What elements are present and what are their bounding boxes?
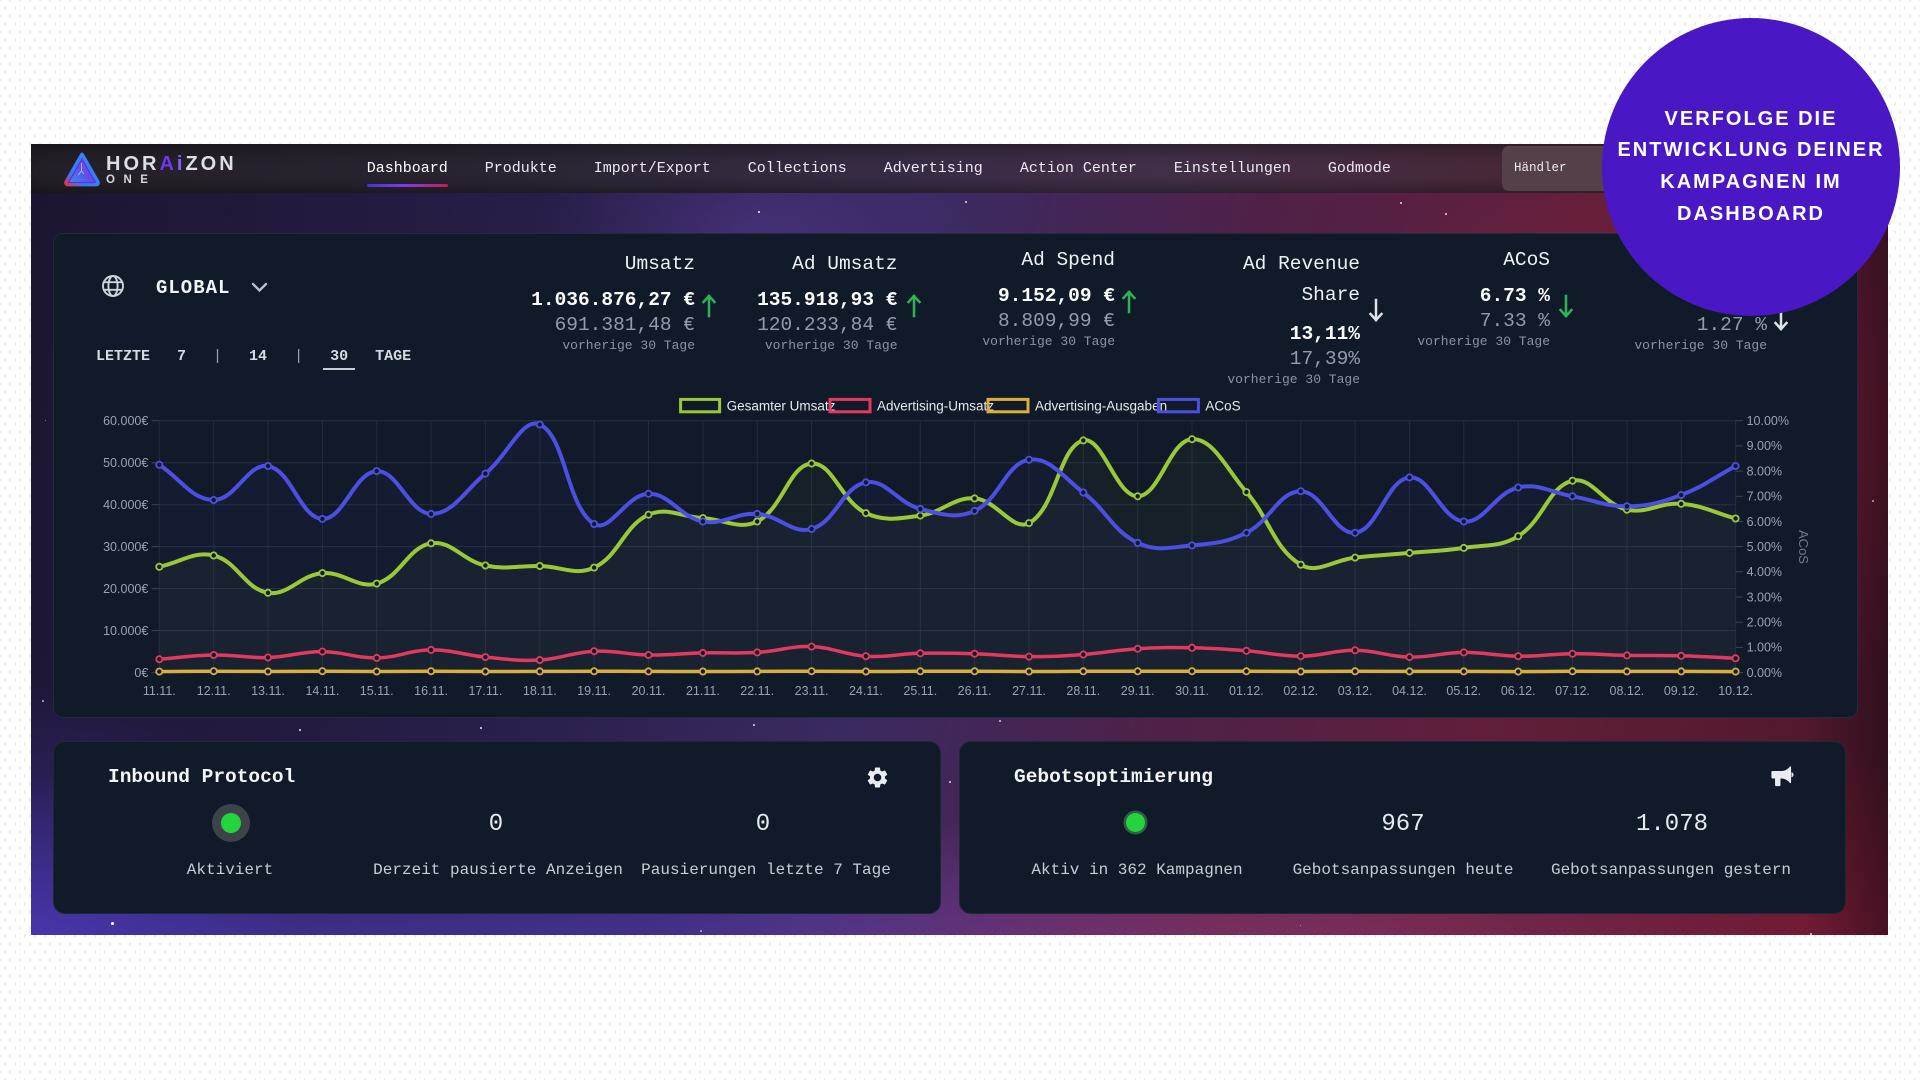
svg-text:3.00%: 3.00% xyxy=(1747,590,1782,604)
svg-text:23.11.: 23.11. xyxy=(795,684,829,698)
svg-text:14.11.: 14.11. xyxy=(305,684,339,698)
svg-text:03.12.: 03.12. xyxy=(1338,684,1373,698)
svg-text:27.11.: 27.11. xyxy=(1012,684,1046,698)
svg-text:8.00%: 8.00% xyxy=(1747,464,1782,478)
svg-text:20.11.: 20.11. xyxy=(632,684,666,698)
svg-text:01.12.: 01.12. xyxy=(1229,684,1264,698)
svg-text:40.000€: 40.000€ xyxy=(103,498,148,512)
svg-text:02.12.: 02.12. xyxy=(1283,684,1318,698)
svg-text:05.12.: 05.12. xyxy=(1446,684,1481,698)
svg-text:06.12.: 06.12. xyxy=(1501,684,1536,698)
svg-text:30.000€: 30.000€ xyxy=(103,540,148,554)
svg-text:6.00%: 6.00% xyxy=(1747,515,1782,529)
svg-text:28.11.: 28.11. xyxy=(1066,684,1100,698)
svg-text:Advertising-Ausgaben: Advertising-Ausgaben xyxy=(1035,398,1167,413)
svg-text:Gesamter Umsatz: Gesamter Umsatz xyxy=(727,398,836,413)
svg-text:04.12.: 04.12. xyxy=(1392,684,1427,698)
svg-text:10.00%: 10.00% xyxy=(1747,414,1789,428)
svg-text:4.00%: 4.00% xyxy=(1747,565,1782,579)
svg-text:60.000€: 60.000€ xyxy=(103,414,148,428)
svg-text:7.00%: 7.00% xyxy=(1747,490,1782,504)
svg-text:26.11.: 26.11. xyxy=(958,684,992,698)
svg-text:25.11.: 25.11. xyxy=(903,684,937,698)
svg-text:Advertising-Umsatz: Advertising-Umsatz xyxy=(877,398,994,413)
svg-text:22.11.: 22.11. xyxy=(740,684,774,698)
svg-text:19.11.: 19.11. xyxy=(577,684,611,698)
svg-text:9.00%: 9.00% xyxy=(1747,439,1782,453)
svg-text:18.11.: 18.11. xyxy=(523,684,557,698)
svg-text:20.000€: 20.000€ xyxy=(103,582,148,596)
svg-text:ACoS: ACoS xyxy=(1796,530,1811,564)
svg-text:09.12.: 09.12. xyxy=(1664,684,1699,698)
svg-text:15.11.: 15.11. xyxy=(360,684,394,698)
svg-text:10.000€: 10.000€ xyxy=(103,624,148,638)
svg-text:ACoS: ACoS xyxy=(1205,398,1240,413)
svg-text:29.11.: 29.11. xyxy=(1121,684,1155,698)
svg-text:11.11.: 11.11. xyxy=(143,684,176,698)
svg-text:07.12.: 07.12. xyxy=(1555,684,1590,698)
svg-text:12.11.: 12.11. xyxy=(197,684,231,698)
svg-text:2.00%: 2.00% xyxy=(1747,616,1782,630)
svg-text:16.11.: 16.11. xyxy=(414,684,448,698)
svg-text:24.11.: 24.11. xyxy=(849,684,883,698)
svg-text:13.11.: 13.11. xyxy=(251,684,285,698)
svg-text:5.00%: 5.00% xyxy=(1747,540,1782,554)
svg-text:0.00%: 0.00% xyxy=(1747,666,1782,680)
svg-text:08.12.: 08.12. xyxy=(1610,684,1645,698)
svg-text:0€: 0€ xyxy=(134,666,148,680)
svg-text:17.11.: 17.11. xyxy=(468,684,502,698)
svg-text:50.000€: 50.000€ xyxy=(103,456,148,470)
svg-text:10.12.: 10.12. xyxy=(1718,684,1753,698)
svg-text:21.11.: 21.11. xyxy=(686,684,720,698)
svg-text:30.11.: 30.11. xyxy=(1175,684,1209,698)
svg-text:1.00%: 1.00% xyxy=(1747,641,1782,655)
